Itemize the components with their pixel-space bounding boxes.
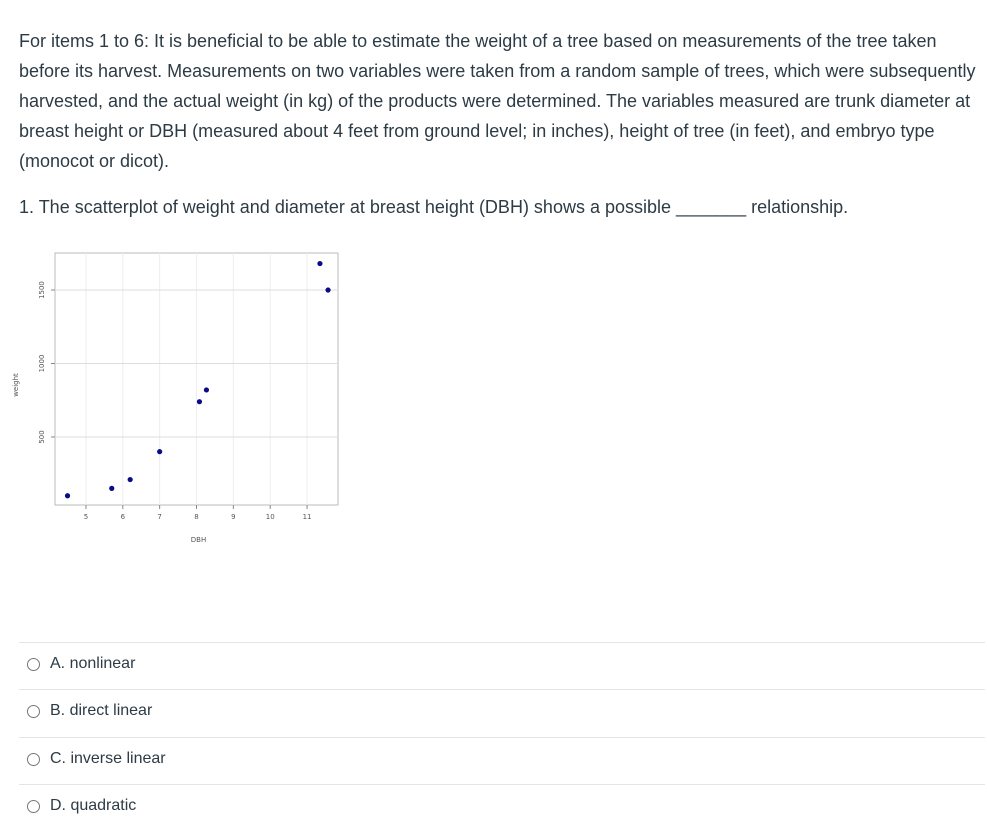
option[interactable]: A. nonlinear <box>19 642 985 690</box>
blank: _______ <box>676 197 747 217</box>
point <box>109 485 115 491</box>
radio-button[interactable] <box>27 799 40 813</box>
option-label[interactable]: B. direct linear <box>50 702 153 720</box>
radio-button[interactable] <box>27 658 40 671</box>
y-tick-label: 1000 <box>38 355 46 373</box>
x-tick-label: 10 <box>266 513 275 521</box>
point <box>64 493 71 499</box>
x-tick-label: 11 <box>303 513 312 521</box>
option[interactable]: C. inverse linear <box>19 736 985 785</box>
option-label[interactable]: A. nonlinear <box>50 655 136 672</box>
radio-button[interactable] <box>27 705 40 719</box>
x-tick-label: 8 <box>194 513 198 521</box>
question-end: relationship. <box>751 197 849 217</box>
option[interactable]: B. direct linear <box>19 689 985 737</box>
x-tick-label: 6 <box>121 513 126 521</box>
point <box>196 399 203 405</box>
y-tick-label: 500 <box>38 430 46 443</box>
point <box>203 387 210 393</box>
option-label[interactable]: D. quadratic <box>50 796 137 814</box>
chart: 5 6 7 8 9 10 11 500 1000 1500 DBH weight <box>12 252 339 544</box>
x-tick-label: 7 <box>157 513 161 521</box>
y-axis-label: weight <box>12 373 20 397</box>
question: 1. The scatterplot of weight and diamete… <box>19 192 848 222</box>
radio-button[interactable] <box>27 752 40 766</box>
y-tick-label: 1500 <box>38 281 46 299</box>
x-axis-label: DBH <box>191 536 206 544</box>
x-tick-label: 5 <box>84 513 88 521</box>
option[interactable]: D. quadratic <box>19 783 985 832</box>
point <box>127 476 133 483</box>
point <box>157 449 163 455</box>
intro-text: For items 1 to 6: It is beneficial to be… <box>19 31 976 171</box>
point <box>325 287 331 293</box>
x-tick-label: 9 <box>231 513 235 521</box>
question-text: 1. The scatterplot of weight and diamete… <box>19 197 672 217</box>
point <box>317 260 323 267</box>
option-label[interactable]: C. inverse linear <box>50 749 166 767</box>
